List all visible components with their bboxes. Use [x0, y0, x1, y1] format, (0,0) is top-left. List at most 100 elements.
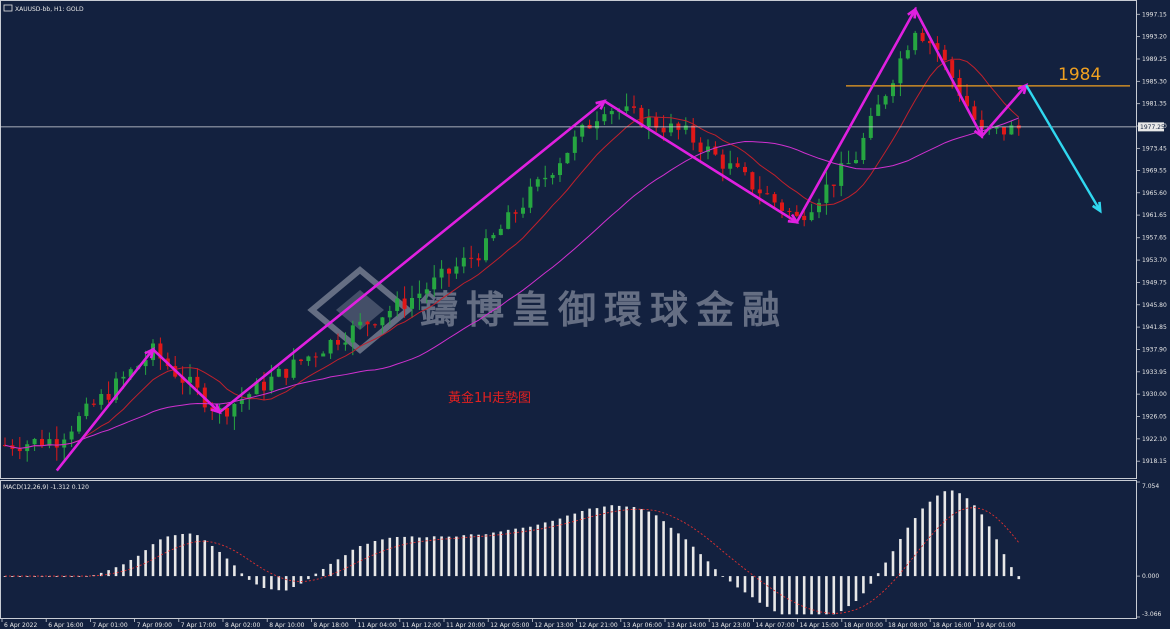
macd-bar: [1010, 567, 1013, 577]
candle-body: [624, 106, 629, 111]
candle-body: [535, 179, 540, 187]
candle-body: [17, 448, 22, 452]
candle-body: [410, 298, 414, 309]
projection-line: [1025, 84, 1102, 212]
macd-bar: [706, 561, 710, 577]
candle-body: [143, 360, 148, 367]
macd-bar: [225, 558, 229, 577]
macd-bar: [551, 520, 554, 577]
macd-bar: [455, 536, 458, 577]
macd-signal-line: [5, 507, 1020, 614]
candle-body: [158, 343, 163, 359]
candle-body: [77, 416, 81, 432]
macd-bar: [144, 550, 147, 577]
price-tick-label: 1945.80: [1142, 302, 1167, 309]
candle-body: [121, 376, 126, 379]
macd-bar: [388, 537, 392, 577]
macd-bar: [906, 527, 910, 577]
candle-body: [942, 49, 947, 61]
candle-body: [195, 376, 200, 388]
candle-body: [262, 381, 266, 391]
candle-body: [247, 394, 252, 400]
macd-bar: [669, 527, 673, 577]
candle-body: [498, 228, 503, 236]
macd-bar: [728, 576, 732, 582]
time-tick-label: 8 Apr 18:00: [313, 622, 348, 629]
price-axis[interactable]: 1997.15 1993.20 1989.25 1985.30 1981.35 1977.…: [1136, 11, 1167, 465]
candle-body: [639, 107, 644, 126]
macd-bar: [573, 513, 577, 577]
candle-body: [794, 211, 799, 216]
macd-bar: [987, 526, 991, 577]
candle-body: [543, 177, 548, 180]
watermark-text: 鑄博皇御環球金融: [420, 288, 788, 332]
candle-body: [521, 207, 525, 214]
macd-bar: [714, 569, 717, 577]
zigzag-arrowhead: [144, 347, 155, 359]
macd-bar: [921, 508, 924, 577]
macd-bar: [203, 540, 207, 577]
macd-bar: [233, 565, 236, 577]
resistance-level-label: 1984: [1058, 65, 1101, 85]
time-tick-label: 12 Apr 05:00: [490, 622, 529, 629]
time-tick-label: 8 Apr 02:00: [225, 622, 260, 629]
macd-bar: [247, 576, 251, 580]
time-axis[interactable]: 6 Apr 2022 6 Apr 16:00 7 Apr 01:00 7 Apr 09…: [1, 619, 1016, 629]
candle-body: [350, 325, 355, 343]
price-tick-label: 1973.45: [1142, 145, 1167, 152]
macd-bar: [973, 505, 976, 577]
time-tick-label: 19 Apr 01:00: [976, 622, 1015, 629]
candle-body: [387, 310, 392, 318]
candle-body: [306, 356, 311, 362]
macd-bar: [721, 576, 725, 577]
macd-bar: [11, 576, 14, 577]
candle-body: [728, 163, 733, 169]
macd-bar: [418, 537, 421, 577]
macd-bar: [950, 490, 954, 577]
macd-bar: [662, 521, 665, 577]
macd-bar: [928, 501, 932, 577]
candle-body: [291, 359, 296, 378]
macd-bar: [196, 535, 199, 577]
time-tick-label: 11 Apr 04:00: [358, 622, 397, 629]
macd-bar: [270, 576, 273, 590]
macd-bar: [492, 532, 495, 577]
time-tick-label: 8 Apr 10:00: [269, 622, 304, 629]
macd-bar: [107, 570, 110, 577]
zigzag-arrowhead: [787, 213, 800, 224]
candle-body: [905, 50, 910, 59]
candle-body: [713, 146, 718, 155]
macd-bar: [1002, 554, 1006, 577]
price-tick-label: 1933.95: [1142, 369, 1167, 376]
candle-body: [99, 393, 104, 405]
candle-body: [994, 127, 999, 129]
macd-bar: [284, 576, 288, 591]
candle-body: [743, 166, 747, 173]
macd-bar: [122, 564, 125, 577]
candle-body: [602, 114, 607, 122]
macd-pane-border: [0, 480, 1137, 619]
candle-body: [84, 403, 89, 417]
candle-body: [550, 175, 555, 178]
macd-bar: [876, 573, 880, 577]
candle-body: [528, 186, 533, 208]
watermark-logo-icon: [307, 266, 413, 354]
macd-bar: [603, 506, 606, 577]
candle-body: [854, 160, 858, 164]
macd-bar: [640, 509, 643, 577]
candle-body: [765, 193, 770, 195]
projection-arrow[interactable]: [1025, 84, 1102, 214]
candle-body: [461, 257, 466, 267]
current-price-box: 1977.25: [1138, 122, 1165, 132]
candle-body: [114, 378, 118, 400]
zigzag-trendlines[interactable]: [55, 6, 1029, 472]
macd-bar: [765, 576, 769, 607]
chart-window-icon: [3, 4, 13, 12]
time-tick-label: 14 Apr 07:00: [755, 622, 794, 629]
candle-body: [54, 439, 59, 448]
macd-bar: [780, 576, 784, 615]
macd-bar: [344, 555, 347, 577]
macd-bar: [99, 572, 103, 577]
